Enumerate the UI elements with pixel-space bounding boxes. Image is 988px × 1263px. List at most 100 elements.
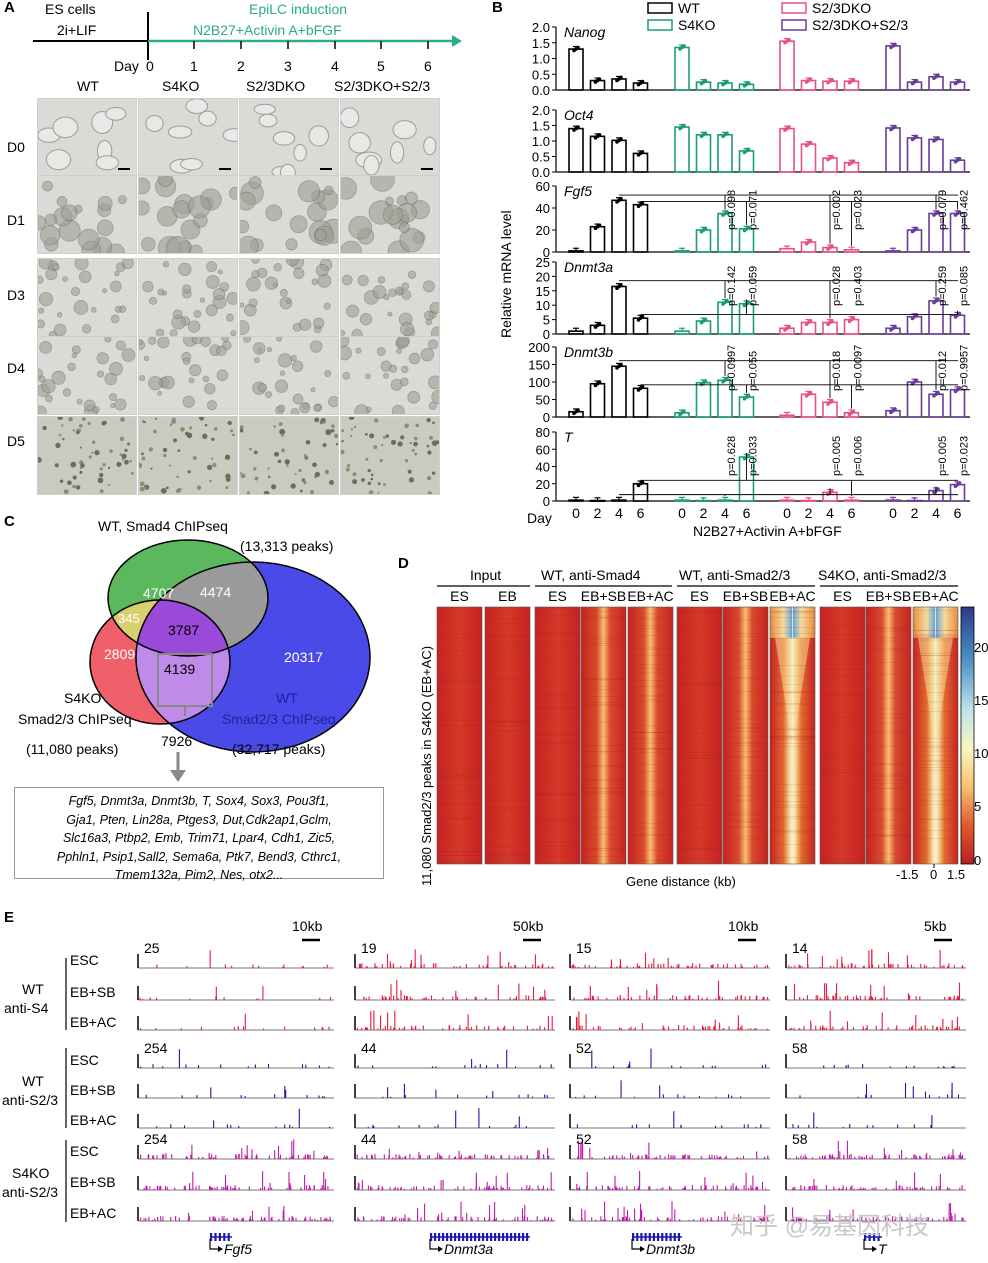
d-group-input: Input	[470, 567, 502, 583]
heatmap-column-EB+AC	[912, 606, 959, 865]
y-tick-label: 10	[536, 298, 550, 313]
y-tick-label: 0.5	[532, 150, 550, 165]
d-group-wt-smad4: WT, anti-Smad4	[541, 567, 641, 583]
bar-chart-Oct4: 2.01.51.00.50.0 Oct4	[532, 103, 970, 180]
p-value-label: p=0.059	[748, 266, 760, 306]
d-group-wt-smad23: WT, anti-Smad2/3	[679, 567, 791, 583]
p-value-label: p=0.023	[853, 190, 865, 230]
y-tick-label: 1.0	[532, 134, 550, 149]
chart-title: Nanog	[564, 24, 605, 40]
row-label: D5	[7, 433, 25, 449]
venn-wt-peaks: (32,717 peaks)	[232, 741, 326, 757]
gene-list-line: Pphln1, Psip1,Sall2, Sema6a, Ptk7, Bend3…	[56, 849, 342, 864]
e-group-wt-s23-ab: anti-S2/3	[2, 1092, 59, 1108]
b-xlabel: N2B27+Activin A+bFGF	[693, 523, 842, 539]
watermark: 知乎 @易基因科技	[730, 1213, 930, 1240]
heatmap-column-ES	[534, 606, 581, 865]
locus-T	[785, 938, 966, 1252]
panel-c-letter: C	[4, 513, 15, 530]
heatmap-column-EB+SB	[865, 606, 912, 865]
b-day-tick: 6	[637, 505, 645, 520]
e-group-s4ko-s23-ab: anti-S2/3	[2, 1184, 59, 1200]
e-group-wt-s23: WT	[22, 1073, 44, 1089]
column-label-s23dko: S2/3DKO	[246, 78, 306, 94]
row-label: D3	[7, 287, 25, 303]
y-tick-label: 1.5	[532, 119, 550, 134]
e-range-label: 15	[576, 940, 592, 956]
e-scale-label: 50kb	[513, 918, 544, 934]
e-track-label: ESC	[70, 1052, 99, 1068]
day-tick: 2	[237, 58, 245, 74]
colorbar-tick: 5	[974, 799, 982, 814]
heatmap-column-ES	[819, 606, 866, 865]
p-value-label: p=0.079	[937, 190, 949, 230]
day-tick: 3	[284, 58, 292, 74]
micrograph-D4-S2/3DKO	[239, 336, 339, 415]
b-day-tick: 4	[932, 505, 940, 520]
y-tick-label: 200	[528, 340, 550, 355]
chart-title: T	[564, 429, 574, 445]
p-value-label: p=0.005	[937, 436, 949, 476]
micrograph-D1-S2/3DKO+S2/3	[340, 175, 440, 254]
p-value-label: p=0.403	[853, 266, 865, 306]
locus-Dnmt3b	[569, 938, 770, 1252]
p-value-label: p=0.259	[937, 266, 949, 306]
micrograph-D5-S2/3DKO+S2/3	[340, 416, 440, 495]
e-scale-label: 10kb	[292, 918, 323, 934]
y-tick-label: 2.0	[532, 20, 550, 35]
d-group-s4ko-smad23: S4KO, anti-Smad2/3	[818, 567, 947, 583]
d-column-label: EB+AC	[769, 588, 816, 604]
e-gene-label: T	[878, 1241, 887, 1257]
e-range-label: 19	[361, 940, 377, 956]
e-track-label: ESC	[70, 1143, 99, 1159]
y-tick-label: 0.0	[532, 83, 550, 98]
y-tick-label: 25	[536, 255, 550, 270]
locus-Dnmt3a	[354, 938, 555, 1252]
row-label: D0	[7, 139, 25, 155]
micrograph-D1-WT	[37, 175, 137, 254]
y-tick-label: 15	[536, 284, 550, 299]
y-tick-label: 150	[528, 358, 550, 373]
venn-count-3787: 3787	[168, 622, 200, 638]
e-gene-label: Fgf5	[224, 1241, 253, 1257]
b-day-tick: 2	[700, 505, 708, 520]
y-tick-label: 60	[536, 179, 550, 194]
timeline	[33, 12, 462, 60]
e-group-wt-s4-ab: anti-S4	[4, 1000, 49, 1016]
panel-d-letter: D	[398, 555, 409, 572]
panel-b-letter: B	[492, 0, 503, 16]
y-tick-label: 0	[543, 410, 550, 425]
p-value-label: p=0.142	[726, 266, 738, 306]
venn-count-345: 345	[118, 611, 140, 626]
venn-wt-title: WT	[276, 690, 298, 706]
b-day-tick: 6	[848, 505, 856, 520]
bar-chart-T: 80 60 40 20 0 T p=0.628 p=0.033 p=0.005 p=0.006 p=…	[536, 425, 971, 509]
y-tick-label: 5	[543, 313, 550, 328]
b-day-tick: 2	[805, 505, 813, 520]
e-range-label: 44	[361, 1040, 377, 1056]
row-label: D1	[7, 212, 25, 228]
e-track-label: EB+AC	[70, 1205, 117, 1221]
e-range-label: 52	[576, 1040, 592, 1056]
p-value-label: p=0.098	[726, 190, 738, 230]
y-tick-label: 40	[536, 201, 550, 216]
legend-wt: WT	[678, 0, 700, 16]
micrograph-D0-S2/3DKO	[239, 98, 339, 177]
micrograph-D4-WT	[37, 336, 137, 415]
e-track-label: EB+SB	[70, 1082, 116, 1098]
gene-list-line: Gja1, Pten, Lin28a, Ptges3, Dut,Cdk2ap1,…	[66, 812, 332, 827]
d-column-label: ES	[833, 588, 852, 604]
day-tick: 6	[424, 58, 432, 74]
colorbar-tick: 20	[974, 640, 988, 655]
b-day-tick: 0	[889, 505, 897, 520]
p-value-label: p=0.462	[959, 190, 971, 230]
e-range-label: 58	[792, 1131, 808, 1147]
p-value-label: p=0.0997	[726, 345, 738, 391]
micrograph-D4-S2/3DKO+S2/3	[340, 336, 440, 415]
y-tick-label: 40	[536, 460, 550, 475]
p-value-label: p=0.005	[831, 436, 843, 476]
b-day-tick: 4	[721, 505, 729, 520]
epilc-medium-label: N2B27+Activin A+bFGF	[193, 22, 342, 38]
